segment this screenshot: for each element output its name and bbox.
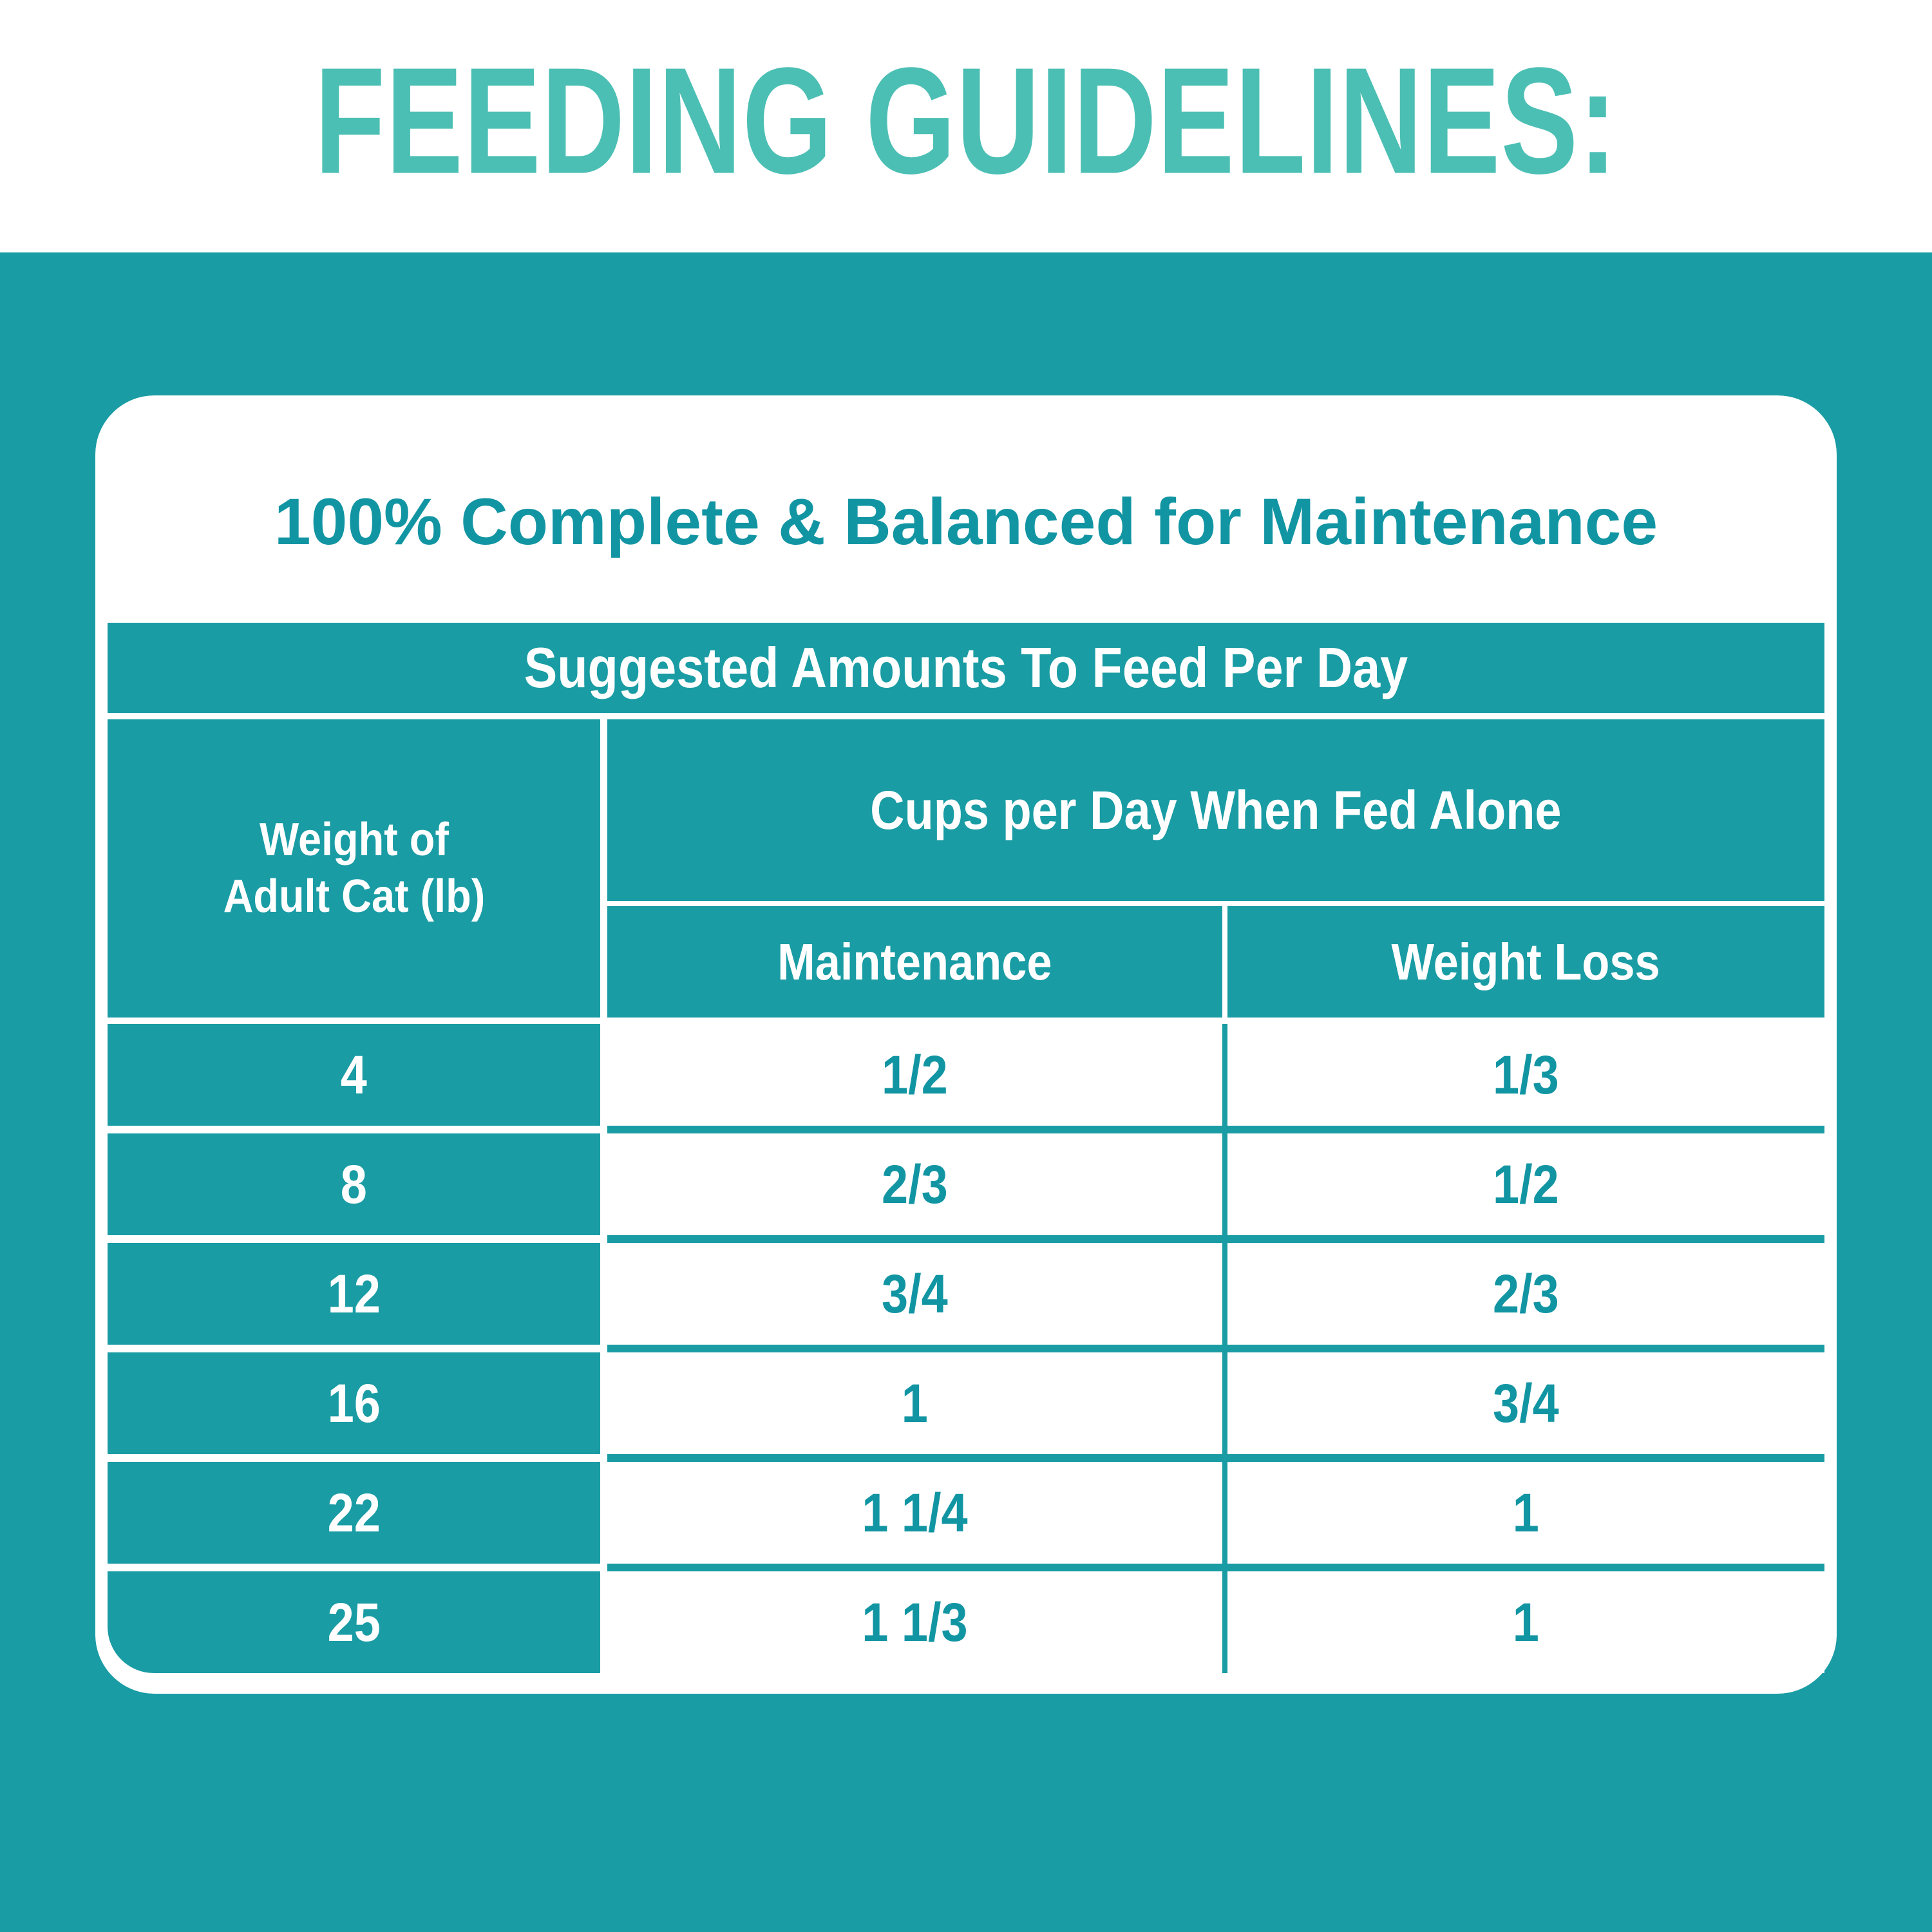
weight-value: 16	[327, 1372, 381, 1434]
maintenance-value: 1 1/4	[862, 1482, 968, 1543]
header-band: FEEDING GUIDELINES:	[0, 0, 1932, 252]
weight-loss-cell: 1/2	[1227, 1133, 1824, 1235]
maintenance-cell: 2/3	[607, 1133, 1222, 1235]
header-column-divider	[1222, 906, 1227, 1018]
separator-right	[607, 1454, 1824, 1462]
card-title: 100% Complete & Balanced for Maintenance	[274, 485, 1658, 558]
weight-cell: 4	[108, 1024, 600, 1126]
separator-left	[108, 1235, 607, 1243]
row-gap	[108, 713, 1824, 719]
page-title: FEEDING GUIDELINES:	[314, 36, 1618, 205]
separator-left	[108, 1345, 607, 1352]
weight-loss-value: 1/3	[1493, 1044, 1559, 1105]
group-header: Cups per Day When Fed Alone	[607, 719, 1824, 901]
separator-right	[607, 1345, 1824, 1352]
weight-cell: 16	[108, 1352, 600, 1454]
weight-loss-cell: 3/4	[1227, 1352, 1824, 1454]
weight-loss-value: 1/2	[1493, 1153, 1559, 1215]
weight-cell: 25	[108, 1571, 600, 1673]
weight-column-header-text: Weight of Adult Cat (lb)	[223, 812, 485, 925]
row-separator	[108, 1126, 1824, 1133]
teal-background: 100% Complete & Balanced for Maintenance…	[0, 252, 1932, 1932]
row-gap	[108, 1018, 1824, 1024]
separator-left	[108, 1564, 607, 1571]
guidelines-card: 100% Complete & Balanced for Maintenance…	[95, 395, 1837, 1694]
column-divider	[1222, 1352, 1227, 1454]
column-gutter	[600, 1462, 607, 1564]
weight-loss-value: 3/4	[1493, 1372, 1559, 1434]
column-divider	[1222, 1462, 1227, 1564]
table-row: 16 1 3/4	[108, 1352, 1824, 1454]
table-header-label: Suggested Amounts To Feed Per Day	[524, 636, 1408, 699]
column-header-block: Weight of Adult Cat (lb) Cups per Day Wh…	[108, 719, 1824, 1018]
weight-value: 12	[327, 1263, 381, 1324]
weight-header-line2: Adult Cat (lb)	[223, 870, 485, 922]
weight-column-header: Weight of Adult Cat (lb)	[108, 719, 600, 1018]
weight-loss-cell: 1/3	[1227, 1024, 1824, 1126]
weight-value: 8	[340, 1153, 368, 1215]
column-divider	[1222, 1243, 1227, 1345]
column-divider	[1222, 1571, 1227, 1673]
column-gutter	[600, 1571, 607, 1673]
separator-right	[607, 1564, 1824, 1571]
maintenance-value: 2/3	[882, 1153, 948, 1215]
feeding-table: Suggested Amounts To Feed Per Day Weight…	[108, 623, 1824, 1673]
weight-value: 4	[340, 1044, 368, 1105]
weight-loss-value: 1	[1512, 1482, 1540, 1543]
table-row: 25 1 1/3 1	[108, 1571, 1824, 1673]
cups-column-group: Cups per Day When Fed Alone Maintenance …	[607, 719, 1824, 1018]
weight-loss-value: 2/3	[1493, 1263, 1559, 1324]
maintenance-cell: 1	[607, 1352, 1222, 1454]
row-separator	[108, 1564, 1824, 1571]
separator-right	[607, 1235, 1824, 1243]
table-row: 22 1 1/4 1	[108, 1462, 1824, 1564]
row-separator	[108, 1235, 1824, 1243]
weight-loss-cell: 1	[1227, 1462, 1824, 1564]
maintenance-value: 1	[901, 1372, 929, 1434]
table-header-row: Suggested Amounts To Feed Per Day	[108, 623, 1824, 713]
table-row: 8 2/3 1/2	[108, 1133, 1824, 1235]
column-divider	[1222, 1133, 1227, 1235]
column-gutter	[600, 1243, 607, 1345]
table-row: 12 3/4 2/3	[108, 1243, 1824, 1345]
table-row: 4 1/2 1/3	[108, 1024, 1824, 1126]
separator-left	[108, 1126, 607, 1133]
row-separator	[108, 1454, 1824, 1462]
maintenance-value: 1 1/3	[862, 1591, 968, 1653]
maintenance-value: 1/2	[882, 1044, 948, 1105]
separator-left	[108, 1454, 607, 1462]
maintenance-cell: 1 1/4	[607, 1462, 1222, 1564]
maintenance-cell: 1/2	[607, 1024, 1222, 1126]
weight-value: 25	[327, 1591, 381, 1653]
weight-value: 22	[327, 1482, 381, 1543]
weight-loss-cell: 2/3	[1227, 1243, 1824, 1345]
separator-right	[607, 1126, 1824, 1133]
weight-cell: 22	[108, 1462, 600, 1564]
sub-header-row: Maintenance Weight Loss	[607, 906, 1824, 1018]
maintenance-column-header: Maintenance	[607, 906, 1222, 1018]
weight-loss-value: 1	[1512, 1591, 1540, 1653]
maintenance-cell: 3/4	[607, 1243, 1222, 1345]
weight-loss-column-header: Weight Loss	[1227, 906, 1824, 1018]
maintenance-cell: 1 1/3	[607, 1571, 1222, 1673]
column-gutter	[600, 1352, 607, 1454]
column-gutter	[600, 1133, 607, 1235]
weight-cell: 8	[108, 1133, 600, 1235]
weight-loss-cell: 1	[1227, 1571, 1824, 1673]
column-gutter	[600, 719, 607, 1018]
maintenance-header-label: Maintenance	[777, 933, 1052, 990]
weight-cell: 12	[108, 1243, 600, 1345]
column-gutter	[600, 1024, 607, 1126]
weight-loss-header-label: Weight Loss	[1391, 933, 1661, 990]
row-separator	[108, 1345, 1824, 1352]
column-divider	[1222, 1024, 1227, 1126]
weight-header-line1: Weight of	[259, 813, 449, 866]
group-header-label: Cups per Day When Fed Alone	[870, 779, 1562, 840]
row-gap	[607, 901, 1824, 906]
maintenance-value: 3/4	[882, 1263, 948, 1324]
